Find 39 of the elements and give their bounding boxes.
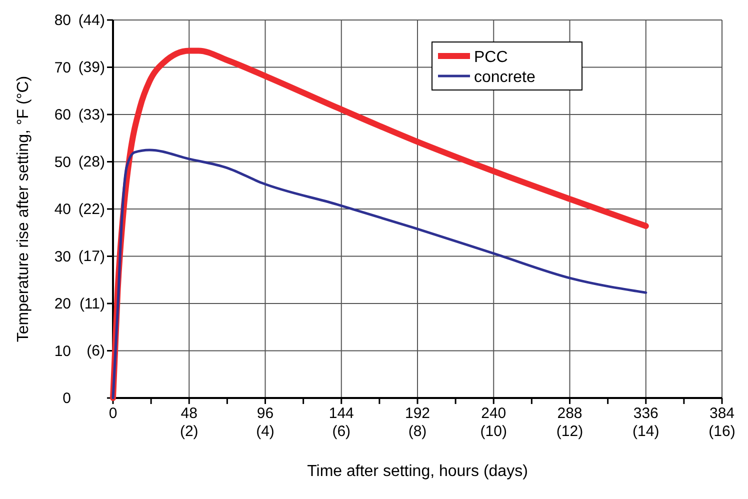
y-tick-label: 0 — [62, 390, 71, 407]
y-tick-label: 20 — [54, 296, 71, 312]
y2-tick-label: (11) — [79, 296, 106, 312]
x2-tick-label: (8) — [408, 423, 427, 440]
x2-tick-label: (10) — [480, 423, 507, 440]
y2-tick-label: (6) — [86, 342, 105, 360]
y2-tick-label: (44) — [78, 12, 105, 29]
y-tick-label: 60 — [54, 106, 71, 124]
y2-tick-label: (22) — [78, 201, 105, 218]
y2-tick-label: (17) — [78, 248, 105, 266]
y-tick-label: 10 — [54, 342, 71, 360]
x2-tick-label: (12) — [556, 423, 584, 440]
x-tick-label: 336 — [633, 405, 658, 422]
x-tick-label: 144 — [328, 405, 354, 422]
x-tick-label: 384 — [709, 405, 735, 422]
y2-tick-label: (28) — [78, 154, 105, 171]
legend-label: concrete — [474, 69, 536, 86]
x-tick-label: 0 — [108, 405, 118, 422]
x2-tick-label: (14) — [632, 423, 660, 440]
x-axis-title: Time after setting, hours (days) — [307, 463, 528, 480]
y-axis-title: Temperature rise after setting, °F (°C) — [15, 76, 32, 342]
x2-tick-label: (6) — [332, 423, 351, 440]
legend-label: PCC — [474, 49, 508, 66]
x-tick-label: 48 — [180, 405, 198, 422]
line-series — [112, 148, 648, 400]
y-tick-label: 50 — [54, 154, 71, 171]
y-tick-label: 70 — [54, 59, 71, 76]
x-tick-label: 288 — [557, 405, 582, 422]
x2-tick-label: (4) — [256, 423, 274, 440]
x2-tick-label: (16) — [708, 423, 736, 440]
y-tick-label: 80 — [54, 12, 71, 29]
x-tick-label: 192 — [404, 405, 430, 422]
x-tick-label: 96 — [256, 405, 274, 422]
y2-tick-label: (39) — [78, 59, 105, 76]
y-tick-label: 40 — [54, 201, 71, 218]
y-tick-label: 30 — [54, 248, 71, 266]
x-tick-label: 240 — [481, 405, 506, 422]
x2-tick-label: (2) — [180, 423, 198, 440]
y2-tick-label: (33) — [78, 106, 105, 124]
